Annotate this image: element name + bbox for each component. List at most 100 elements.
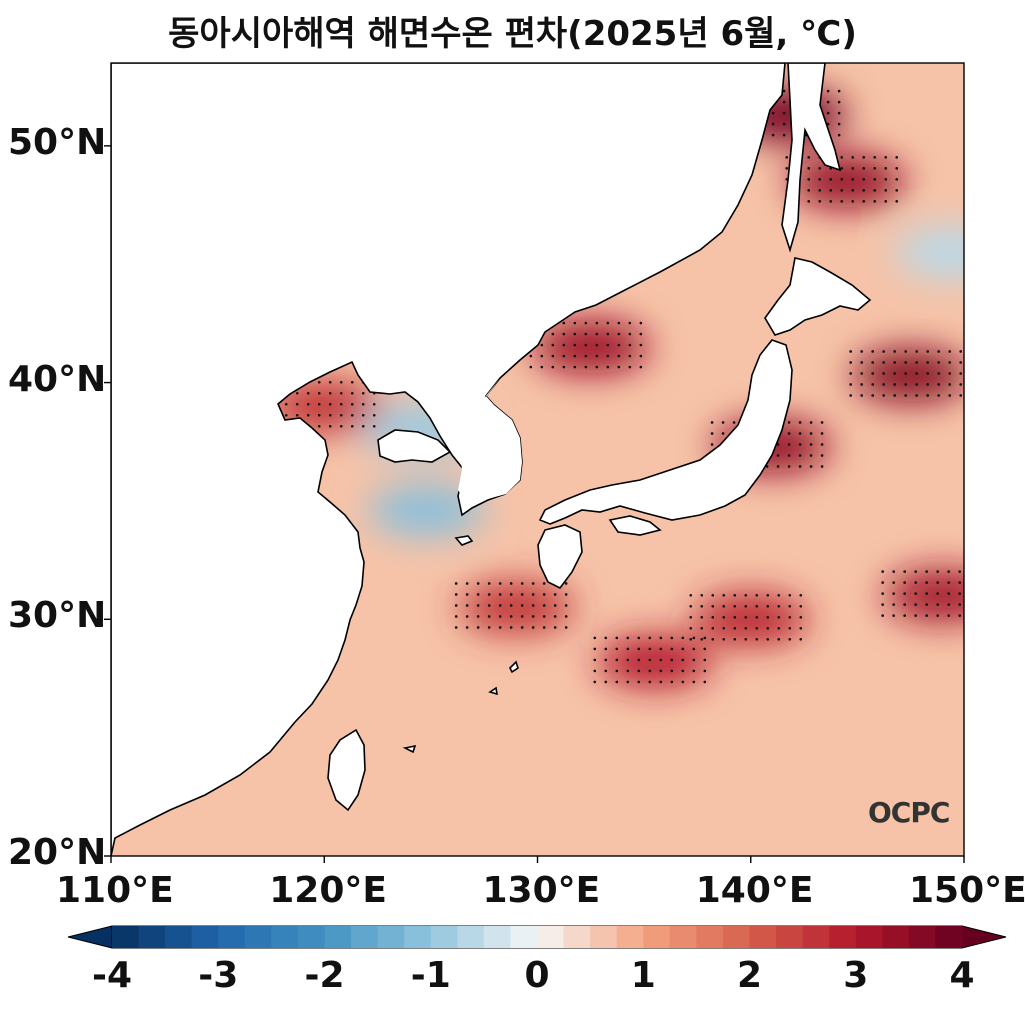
significance-dot xyxy=(862,200,866,203)
map-title: 동아시아해역 해면수온 편차(2025년 6월, ℃) xyxy=(168,14,857,54)
significance-dot xyxy=(807,167,811,170)
significance-dot xyxy=(615,669,619,673)
significance-dot xyxy=(798,454,802,457)
significance-dot xyxy=(509,615,513,618)
significance-dot xyxy=(777,637,781,641)
lat-tick-label: 20°N xyxy=(8,832,107,873)
significance-dot xyxy=(766,593,770,597)
significance-dot xyxy=(881,581,884,584)
significance-dot xyxy=(617,332,621,336)
significance-dot xyxy=(826,111,830,115)
significance-dot xyxy=(542,593,546,596)
colorbar-segment xyxy=(616,926,644,948)
significance-dot xyxy=(531,582,535,585)
significance-dot xyxy=(799,593,803,597)
significance-dot xyxy=(782,100,786,104)
significance-dot xyxy=(948,372,951,375)
significance-dot xyxy=(722,615,726,619)
significance-dot xyxy=(980,581,983,584)
significance-dot xyxy=(531,626,535,629)
colorbar-segment xyxy=(191,926,219,948)
significance-dot xyxy=(936,581,939,584)
colorbar-tick-label: -3 xyxy=(198,955,239,996)
significance-dot xyxy=(628,321,632,325)
significance-dot xyxy=(476,615,480,618)
significance-dot xyxy=(670,680,674,684)
significance-dot xyxy=(903,592,906,595)
significance-dot xyxy=(820,465,824,468)
significance-dot xyxy=(969,581,972,584)
significance-dot xyxy=(837,89,841,93)
significance-dot xyxy=(498,615,502,618)
significance-dot xyxy=(306,413,310,417)
significance-dot xyxy=(937,350,940,353)
significance-dot xyxy=(700,637,704,641)
significance-dot xyxy=(639,365,643,369)
significance-dot xyxy=(851,189,855,192)
significance-dot xyxy=(787,421,791,424)
significance-dot xyxy=(465,615,469,618)
significance-dot xyxy=(904,383,907,386)
colorbar-segment xyxy=(829,926,857,948)
significance-dot xyxy=(689,626,693,630)
significance-dot xyxy=(744,637,748,641)
significance-dot xyxy=(692,680,696,684)
significance-dot xyxy=(339,424,343,428)
significance-dot xyxy=(798,421,802,424)
significance-dot xyxy=(744,615,748,619)
significance-dot xyxy=(553,604,557,607)
significance-dot xyxy=(925,614,928,617)
significance-dot xyxy=(799,615,803,619)
significance-dot xyxy=(350,424,354,428)
colorbar-segment xyxy=(563,926,591,948)
significance-dot xyxy=(755,593,759,597)
significance-dot xyxy=(959,350,962,353)
significance-dot xyxy=(361,424,365,428)
significance-dot xyxy=(926,350,929,353)
colorbar-segment xyxy=(643,926,671,948)
significance-dot xyxy=(799,626,803,630)
significance-dot xyxy=(595,343,599,347)
significance-dot xyxy=(777,615,781,619)
significance-dot xyxy=(980,603,983,606)
significance-dot xyxy=(820,421,824,424)
significance-dot xyxy=(785,167,789,170)
significance-dot xyxy=(892,603,895,606)
significance-dot xyxy=(903,614,906,617)
significance-dot xyxy=(860,361,863,364)
significance-dot xyxy=(914,581,917,584)
significance-dot xyxy=(851,178,855,181)
significance-dot xyxy=(681,636,685,640)
significance-dot xyxy=(584,343,588,347)
significance-dot xyxy=(851,167,855,170)
significance-dot xyxy=(306,391,310,395)
significance-dot xyxy=(615,647,619,651)
significance-dot xyxy=(639,354,643,358)
significance-dot xyxy=(881,603,884,606)
lon-tick-label: 140°E xyxy=(695,870,814,911)
significance-dot xyxy=(681,658,685,662)
hokkaido xyxy=(764,257,872,336)
significance-dot xyxy=(862,156,866,159)
significance-dot xyxy=(637,669,641,673)
lon-tick-label: 130°E xyxy=(482,870,601,911)
significance-dot xyxy=(776,454,780,457)
significance-dot xyxy=(884,189,888,192)
sst-anomaly-field xyxy=(111,63,983,856)
colorbar-segment xyxy=(908,926,936,948)
significance-dot xyxy=(980,614,983,617)
significance-dot xyxy=(454,604,458,607)
significance-dot xyxy=(659,680,663,684)
significance-dot xyxy=(317,424,321,428)
significance-dot xyxy=(947,614,950,617)
significance-dot xyxy=(564,615,568,618)
significance-dot xyxy=(809,443,813,446)
significance-dot xyxy=(700,604,704,608)
significance-dot xyxy=(829,178,833,181)
significance-dot xyxy=(659,647,663,651)
significance-dot xyxy=(925,570,928,573)
significance-dot xyxy=(820,432,824,435)
significance-dot xyxy=(498,604,502,607)
lon-tick-label: 120°E xyxy=(269,870,387,911)
significance-dot xyxy=(733,626,737,630)
